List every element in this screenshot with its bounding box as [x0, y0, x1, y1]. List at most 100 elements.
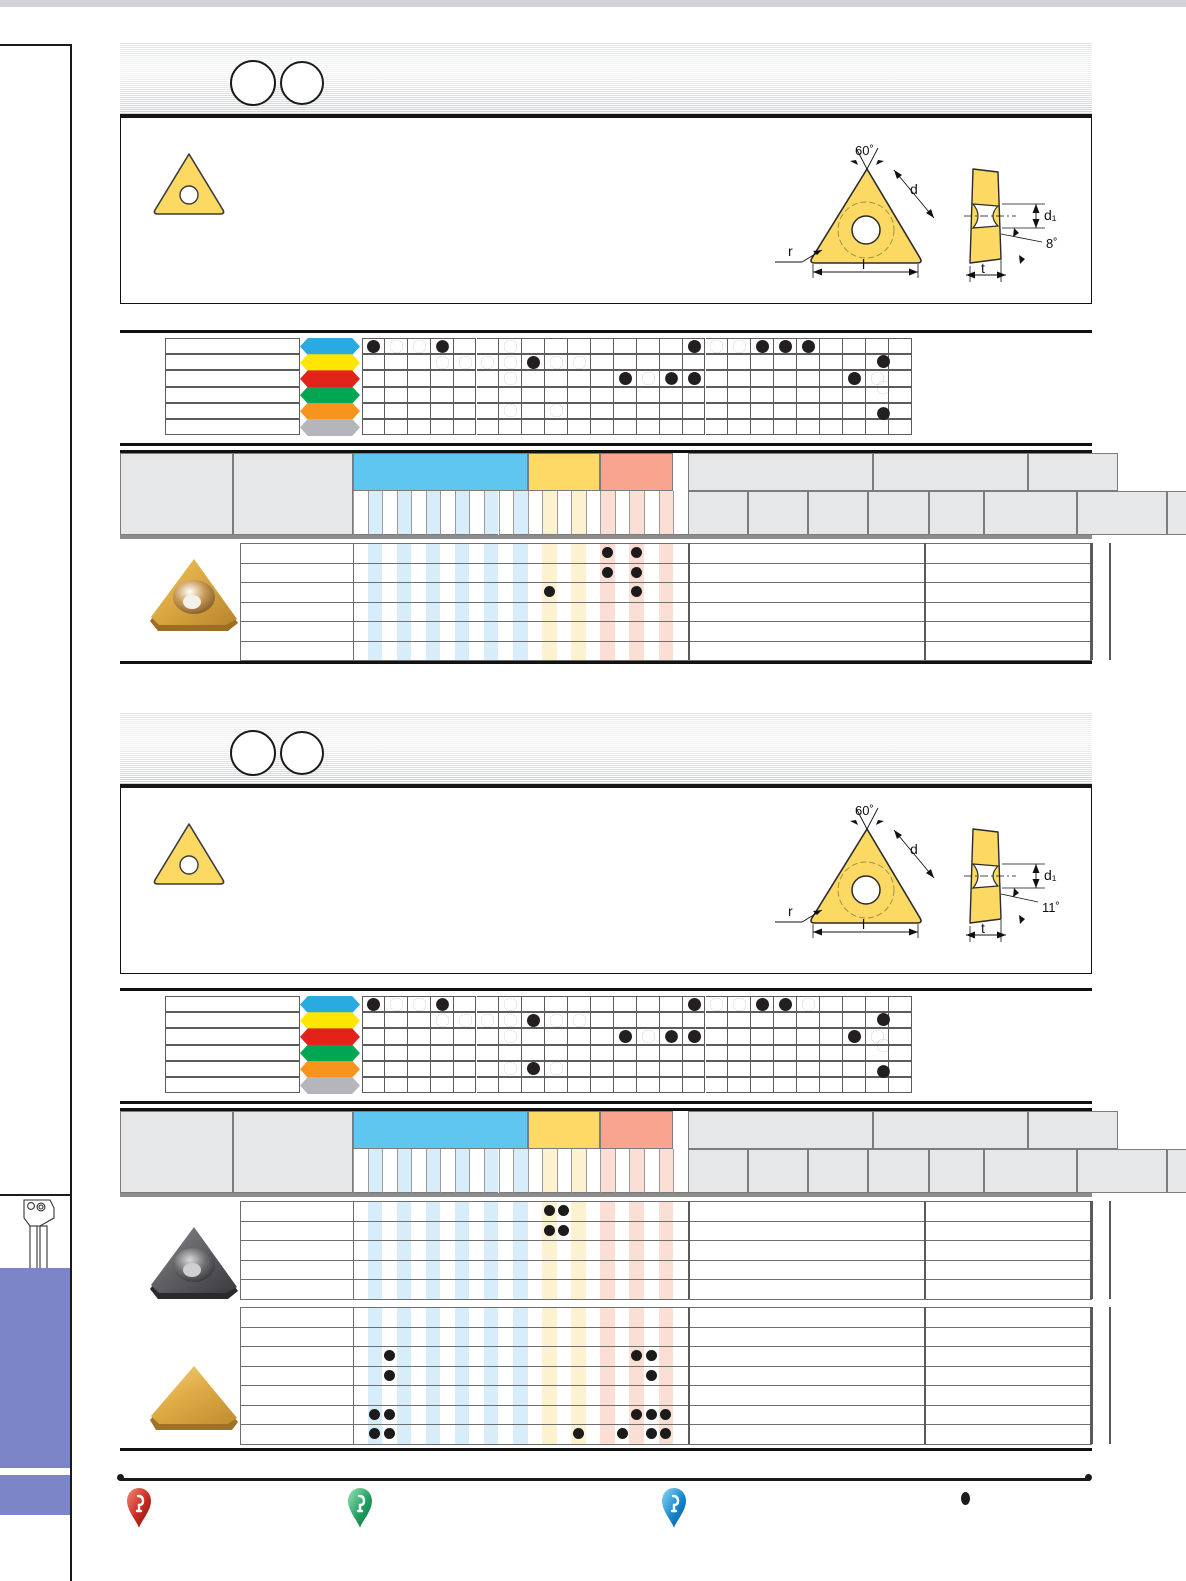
- matrix-cell[interactable]: [774, 1044, 798, 1061]
- matrix-cell[interactable]: [430, 402, 454, 419]
- table-subheader-column[interactable]: [556, 1149, 572, 1193]
- matrix-cell[interactable]: [659, 354, 683, 371]
- matrix-cell[interactable]: [636, 338, 660, 355]
- matrix-cell[interactable]: [499, 1028, 523, 1045]
- matrix-cell[interactable]: [865, 338, 889, 355]
- matrix-cell[interactable]: [613, 1012, 637, 1029]
- matrix-cell[interactable]: [751, 338, 775, 355]
- matrix-cell[interactable]: [476, 1044, 500, 1061]
- matrix-cell[interactable]: [407, 370, 431, 387]
- matrix-cell[interactable]: [568, 1012, 591, 1029]
- matrix-cell[interactable]: [636, 1060, 660, 1077]
- matrix-cell[interactable]: [682, 1044, 706, 1061]
- table-subheader-cell[interactable]: [1166, 1149, 1186, 1193]
- matrix-cell[interactable]: [476, 402, 500, 419]
- matrix-cell[interactable]: [774, 386, 798, 403]
- matrix-cell[interactable]: [659, 338, 683, 355]
- table-subheader-column[interactable]: [585, 1149, 601, 1193]
- matrix-cell[interactable]: [842, 402, 866, 419]
- matrix-cell[interactable]: [682, 1012, 706, 1029]
- table-subheader-cell[interactable]: [1166, 491, 1186, 535]
- matrix-cell[interactable]: [430, 354, 454, 371]
- matrix-cell[interactable]: [384, 1077, 408, 1094]
- matrix-cell[interactable]: [591, 1077, 614, 1094]
- matrix-cell[interactable]: [522, 1060, 546, 1077]
- matrix-cell[interactable]: [545, 1028, 569, 1045]
- matrix-cell[interactable]: [888, 354, 912, 371]
- table-subheader-column[interactable]: [498, 1149, 514, 1193]
- table-subheader-cell[interactable]: [687, 491, 748, 535]
- matrix-cell[interactable]: [362, 370, 385, 387]
- matrix-cell[interactable]: [728, 419, 752, 436]
- matrix-cell[interactable]: [797, 402, 820, 419]
- matrix-cell[interactable]: [476, 386, 500, 403]
- matrix-cell[interactable]: [820, 1028, 843, 1045]
- matrix-cell[interactable]: [797, 419, 820, 436]
- matrix-cell[interactable]: [659, 1028, 683, 1045]
- matrix-cell[interactable]: [820, 1012, 843, 1029]
- matrix-cell[interactable]: [820, 419, 843, 436]
- matrix-cell[interactable]: [613, 1028, 637, 1045]
- matrix-cell[interactable]: [659, 402, 683, 419]
- material-group-badge-M-stainless[interactable]: [300, 354, 360, 372]
- table-subheader-column[interactable]: [629, 1149, 644, 1193]
- table-subheader-column[interactable]: [527, 491, 543, 535]
- matrix-cell[interactable]: [751, 1077, 775, 1094]
- table-subheader-column[interactable]: [396, 1149, 412, 1193]
- table-subheader-column[interactable]: [658, 1149, 674, 1193]
- matrix-cell[interactable]: [613, 1060, 637, 1077]
- table-subheader-column[interactable]: [440, 491, 455, 535]
- matrix-cell[interactable]: [613, 386, 637, 403]
- matrix-cell[interactable]: [476, 1077, 500, 1094]
- matrix-cell[interactable]: [453, 1012, 477, 1029]
- matrix-cell[interactable]: [568, 354, 591, 371]
- table-subheader-cell[interactable]: [807, 1149, 868, 1193]
- matrix-cell[interactable]: [568, 996, 591, 1013]
- matrix-cell[interactable]: [613, 402, 637, 419]
- matrix-cell[interactable]: [407, 1012, 431, 1029]
- matrix-cell[interactable]: [407, 1077, 431, 1094]
- matrix-cell[interactable]: [728, 996, 752, 1013]
- matrix-cell[interactable]: [522, 1044, 546, 1061]
- matrix-cell[interactable]: [591, 386, 614, 403]
- product-table-lower[interactable]: [120, 1108, 1186, 1451]
- matrix-cell[interactable]: [636, 402, 660, 419]
- table-subheader-column[interactable]: [585, 491, 601, 535]
- matrix-cell[interactable]: [842, 1077, 866, 1094]
- matrix-cell[interactable]: [842, 996, 866, 1013]
- matrix-cell[interactable]: [842, 1044, 866, 1061]
- matrix-cell[interactable]: [888, 386, 912, 403]
- matrix-cell[interactable]: [774, 1028, 798, 1045]
- matrix-cell[interactable]: [545, 402, 569, 419]
- material-group-badge-K-cast-iron[interactable]: [300, 370, 360, 388]
- table-subheader-column[interactable]: [527, 1149, 543, 1193]
- matrix-cell[interactable]: [591, 1044, 614, 1061]
- matrix-cell[interactable]: [384, 354, 408, 371]
- matrix-cell[interactable]: [797, 1060, 820, 1077]
- matrix-cell[interactable]: [705, 1028, 729, 1045]
- table-subheader-cell[interactable]: [807, 491, 868, 535]
- matrix-cell[interactable]: [453, 370, 477, 387]
- matrix-cell[interactable]: [682, 386, 706, 403]
- matrix-cell[interactable]: [407, 354, 431, 371]
- matrix-cell[interactable]: [751, 1028, 775, 1045]
- matrix-cell[interactable]: [384, 996, 408, 1013]
- matrix-cell[interactable]: [568, 386, 591, 403]
- table-subheader-column[interactable]: [571, 1149, 586, 1193]
- table-subheader-column[interactable]: [382, 1149, 397, 1193]
- matrix-cell[interactable]: [728, 402, 752, 419]
- matrix-cell[interactable]: [636, 370, 660, 387]
- matrix-cell[interactable]: [728, 370, 752, 387]
- table-subheader-column[interactable]: [600, 491, 615, 535]
- matrix-cell[interactable]: [682, 402, 706, 419]
- matrix-cell[interactable]: [591, 996, 614, 1013]
- matrix-cell[interactable]: [522, 354, 546, 371]
- matrix-cell[interactable]: [613, 1077, 637, 1094]
- matrix-cell[interactable]: [682, 370, 706, 387]
- matrix-cell[interactable]: [774, 370, 798, 387]
- matrix-cell[interactable]: [682, 354, 706, 371]
- table-subheader-column[interactable]: [542, 1149, 557, 1193]
- matrix-cell[interactable]: [797, 386, 820, 403]
- matrix-cell[interactable]: [888, 419, 912, 436]
- matrix-cell[interactable]: [705, 402, 729, 419]
